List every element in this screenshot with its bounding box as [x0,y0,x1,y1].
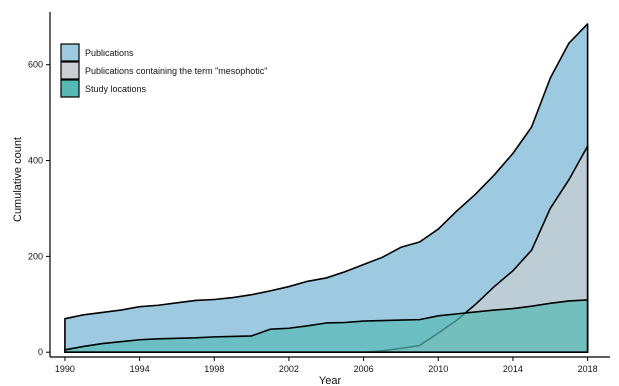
x-tick-label: 2018 [578,364,598,374]
y-tick-label: 400 [28,156,43,166]
x-tick-label: 1998 [204,364,224,374]
x-ticks: 1990 1994 1998 2002 2006 2010 2014 2018 [55,357,598,374]
legend-swatch [60,43,80,62]
legend-label: Study locations [85,84,147,94]
area-series-1 [64,23,589,354]
x-tick-label: 2002 [279,364,299,374]
legend-swatch [60,79,80,98]
y-tick-label: 600 [28,60,43,70]
x-tick-label: 1990 [55,364,75,374]
x-tick-label: 2014 [503,364,523,374]
legend-label: Publications containing the term "mesoph… [85,66,268,76]
area-series-group [64,23,589,354]
legend-label: Publications [85,48,134,58]
y-ticks: 0 200 400 600 [28,60,50,357]
x-tick-label: 2010 [428,364,448,374]
area-series-3 [64,299,589,354]
legend-swatch [60,61,80,80]
x-axis-label: Year [319,375,342,386]
x-tick-label: 2006 [354,364,374,374]
legend: Publications Publications containing the … [60,43,268,98]
y-tick-label: 200 [28,251,43,261]
x-tick-label: 1994 [130,364,150,374]
y-axis-label: Cumulative count [12,137,24,222]
y-tick-label: 0 [38,347,43,357]
axes: 1990 1994 1998 2002 2006 2010 2014 2018 0 200 400… [12,12,610,386]
